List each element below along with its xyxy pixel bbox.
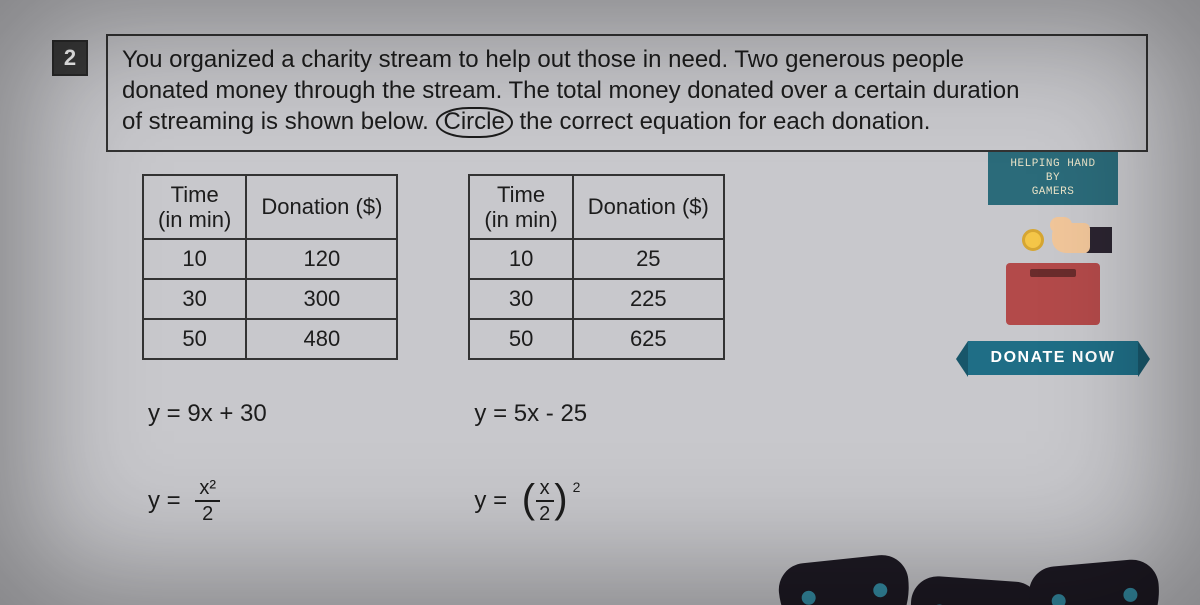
table-row: 10 25 <box>469 239 723 279</box>
controller-icon <box>907 575 1042 605</box>
col-header-time: Time (in min) <box>143 175 246 240</box>
cell-time: 10 <box>143 239 246 279</box>
left-column: Time (in min) Donation ($) 10 120 30 300… <box>142 174 398 525</box>
header-time-l2: (in min) <box>484 207 557 232</box>
prompt-circled-word: Circle <box>436 107 513 137</box>
hand-icon <box>1040 217 1112 263</box>
equation-option-linear[interactable]: y = 9x + 30 <box>148 400 398 428</box>
paren-fraction: ( x 2 ) <box>522 478 568 524</box>
header-time-l1: Time <box>171 182 219 207</box>
cell-time: 10 <box>469 239 572 279</box>
donate-now-ribbon[interactable]: DONATE NOW <box>968 341 1138 375</box>
header-time-l2: (in min) <box>158 207 231 232</box>
cell-donation: 300 <box>246 279 397 319</box>
promo-title-l1: HELPING HAND <box>1010 158 1095 170</box>
cell-donation: 480 <box>246 319 397 359</box>
fraction-denominator: 2 <box>198 502 217 524</box>
paren-close: ) <box>554 483 567 515</box>
donation-box <box>1006 263 1100 325</box>
paren-open: ( <box>522 483 535 515</box>
table-header-row: Time (in min) Donation ($) <box>143 175 397 240</box>
cell-donation: 120 <box>246 239 397 279</box>
table-row: 10 120 <box>143 239 397 279</box>
fraction: x² 2 <box>195 478 220 524</box>
col-header-donation: Donation ($) <box>573 175 724 240</box>
promo-title-l2: BY <box>1046 172 1060 184</box>
left-equation-options: y = 9x + 30 y = x² 2 <box>142 400 398 524</box>
col-header-time: Time (in min) <box>469 175 572 240</box>
prompt-line-2: donated money through the stream. The to… <box>122 77 1019 104</box>
promo-title-l3: GAMERS <box>1032 186 1075 198</box>
equation-option-quadratic[interactable]: y = x² 2 <box>148 478 398 524</box>
equation-option-quadratic[interactable]: y = ( x 2 ) 2 <box>474 478 724 524</box>
table-header-row: Time (in min) Donation ($) <box>469 175 723 240</box>
prompt-line-3a: of streaming is shown below. <box>122 108 429 135</box>
question-header-row: 2 You organized a charity stream to help… <box>52 34 1148 152</box>
question-prompt-box: You organized a charity stream to help o… <box>106 34 1148 152</box>
donation-box-icon <box>988 215 1118 325</box>
fraction-numerator: x² <box>195 478 220 502</box>
controller-icon <box>776 552 914 605</box>
cell-donation: 225 <box>573 279 724 319</box>
cell-time: 30 <box>469 279 572 319</box>
cell-donation: 25 <box>573 239 724 279</box>
right-column: Time (in min) Donation ($) 10 25 30 225 … <box>468 174 724 525</box>
eq-prefix: y = <box>148 487 181 515</box>
table-row: 30 300 <box>143 279 397 319</box>
cell-time: 30 <box>143 279 246 319</box>
cell-time: 50 <box>143 319 246 359</box>
fraction-denominator: 2 <box>535 502 554 524</box>
table-row: 50 480 <box>143 319 397 359</box>
prompt-line-3b: the correct equation for each donation. <box>520 108 931 135</box>
question-number-badge: 2 <box>52 40 88 76</box>
right-data-table: Time (in min) Donation ($) 10 25 30 225 … <box>468 174 724 361</box>
fraction-numerator: x <box>536 478 554 502</box>
left-data-table: Time (in min) Donation ($) 10 120 30 300… <box>142 174 398 361</box>
controller-icon <box>1027 557 1163 605</box>
fraction: x 2 <box>535 478 554 524</box>
cell-time: 50 <box>469 319 572 359</box>
eq-prefix: y = <box>474 487 507 515</box>
exponent: 2 <box>573 479 581 495</box>
promo-title: HELPING HAND BY GAMERS <box>988 152 1118 205</box>
header-time-l1: Time <box>497 182 545 207</box>
cell-donation: 625 <box>573 319 724 359</box>
donation-box-slot <box>1030 269 1076 277</box>
col-header-donation: Donation ($) <box>246 175 397 240</box>
table-row: 50 625 <box>469 319 723 359</box>
prompt-line-1: You organized a charity stream to help o… <box>122 46 964 73</box>
right-equation-options: y = 5x - 25 y = ( x 2 ) 2 <box>468 400 724 524</box>
table-row: 30 225 <box>469 279 723 319</box>
equation-option-linear[interactable]: y = 5x - 25 <box>474 400 724 428</box>
worksheet-page: 2 You organized a charity stream to help… <box>0 0 1200 605</box>
promo-panel: HELPING HAND BY GAMERS DONATE NOW <box>958 152 1148 392</box>
